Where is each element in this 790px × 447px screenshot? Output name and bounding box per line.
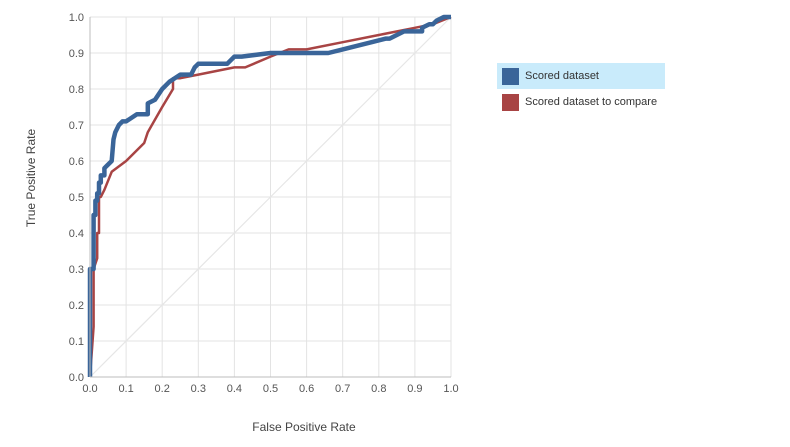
x-tick-label: 0.6 [299, 383, 314, 395]
chart-grid [90, 16, 452, 377]
series-layer [87, 14, 452, 378]
y-tick-label: 0.9 [69, 48, 84, 60]
x-tick-label: 0.1 [118, 383, 133, 395]
x-tick-label: 0.7 [335, 383, 350, 395]
y-tick-label: 0.2 [69, 300, 84, 312]
x-tick-label: 0.3 [191, 383, 206, 395]
legend-swatch [502, 67, 519, 85]
tick-labels: 0.0 0.1 0.2 0.3 0.4 0.5 0.6 0.7 0.8 0.9 1.0 0.0 0.1 0… [69, 12, 459, 395]
y-tick-label: 0.5 [69, 192, 84, 204]
y-tick-label: 1.0 [69, 12, 84, 24]
series-line-0[interactable] [87, 14, 451, 377]
x-tick-label: 0.4 [227, 383, 242, 395]
x-tick-label: 0.2 [155, 383, 170, 395]
legend-label: Scored dataset to compare [525, 96, 658, 108]
chart-axes [89, 17, 451, 378]
legend-label: Scored dataset [525, 70, 599, 82]
series-line-1[interactable] [88, 15, 452, 378]
x-tick-label: 0.8 [371, 383, 386, 395]
x-tick-label: 0.0 [82, 383, 97, 395]
y-tick-label: 0.4 [69, 228, 84, 240]
legend-item-1[interactable]: Scored dataset to compare [497, 89, 665, 115]
reference-diagonal-line [89, 16, 452, 378]
y-tick-label: 0.8 [69, 84, 84, 96]
y-tick-label: 0.3 [69, 264, 84, 276]
y-tick-label: 0.0 [69, 372, 84, 384]
legend-swatch [502, 93, 519, 111]
legend-item-0[interactable]: Scored dataset [497, 63, 665, 89]
y-tick-label: 0.7 [69, 120, 84, 132]
y-axis-title: True Positive Rate [24, 129, 38, 228]
x-tick-label: 0.5 [263, 383, 278, 395]
x-axis-title: False Positive Rate [252, 420, 356, 434]
y-tick-label: 0.1 [69, 336, 84, 348]
x-tick-label: 0.9 [407, 383, 422, 395]
x-tick-label: 1.0 [443, 383, 458, 395]
chart-legend: Scored dataset Scored dataset to compare [497, 63, 665, 115]
y-tick-label: 0.6 [69, 156, 84, 168]
